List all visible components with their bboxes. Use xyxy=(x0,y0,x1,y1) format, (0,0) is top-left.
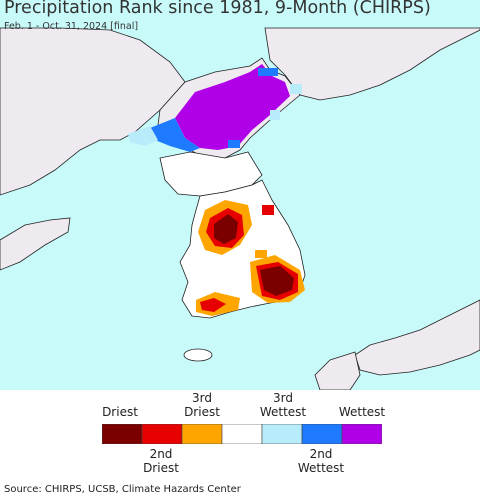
legend-label-2nd-wettest: 2nd Wettest xyxy=(297,447,345,475)
nk-lightblue-patch xyxy=(270,110,280,120)
sk-orange-patch xyxy=(255,250,267,258)
nk-lightblue-patch xyxy=(290,84,302,94)
source-credit: Source: CHIRPS, UCSB, Climate Hazards Ce… xyxy=(4,484,241,495)
legend-label-driest: Driest xyxy=(102,405,138,419)
legend-swatch-normal xyxy=(221,424,263,444)
precipitation-rank-map xyxy=(0,0,480,391)
legend-label-3rd-driest: 3rd Driest xyxy=(184,391,220,419)
legend-swatch-wettest xyxy=(341,424,382,444)
legend-swatch-3rd-wettest xyxy=(261,424,303,444)
jeju-island xyxy=(183,348,213,362)
sk-southeast-driest xyxy=(260,266,294,296)
legend-label-wettest: Wettest xyxy=(338,405,386,419)
legend-swatch-3rd-driest xyxy=(181,424,223,444)
legend-swatch-2nd-driest xyxy=(141,424,183,444)
map-subtitle: Feb. 1 - Oct. 31, 2024 [final] xyxy=(4,21,139,32)
legend: Driest 3rd Driest 3rd Wettest Wettest 2nd D… xyxy=(0,390,480,480)
sk-driest-region xyxy=(214,214,238,244)
nk-3rd-wettest-region xyxy=(128,126,158,146)
nk-wettest-region xyxy=(175,64,290,150)
nk-blue-patch xyxy=(258,68,278,76)
legend-swatch-2nd-wettest xyxy=(301,424,343,444)
japan-honshu-land xyxy=(354,299,480,376)
nk-2nd-wettest-region xyxy=(150,118,200,152)
map-canvas xyxy=(0,0,480,391)
shandong-land xyxy=(0,217,71,271)
nk-blue-patch xyxy=(228,140,240,148)
sk-red-patch xyxy=(262,205,274,215)
legend-color-bar xyxy=(102,424,382,444)
legend-label-2nd-driest: 2nd Driest xyxy=(143,447,179,475)
sk-south-2nd-driest xyxy=(200,298,226,312)
russia-land xyxy=(264,27,480,101)
legend-label-3rd-wettest: 3rd Wettest xyxy=(259,391,307,419)
map-title: Precipitation Rank since 1981, 9-Month (… xyxy=(4,0,431,18)
legend-swatch-driest xyxy=(102,424,143,444)
